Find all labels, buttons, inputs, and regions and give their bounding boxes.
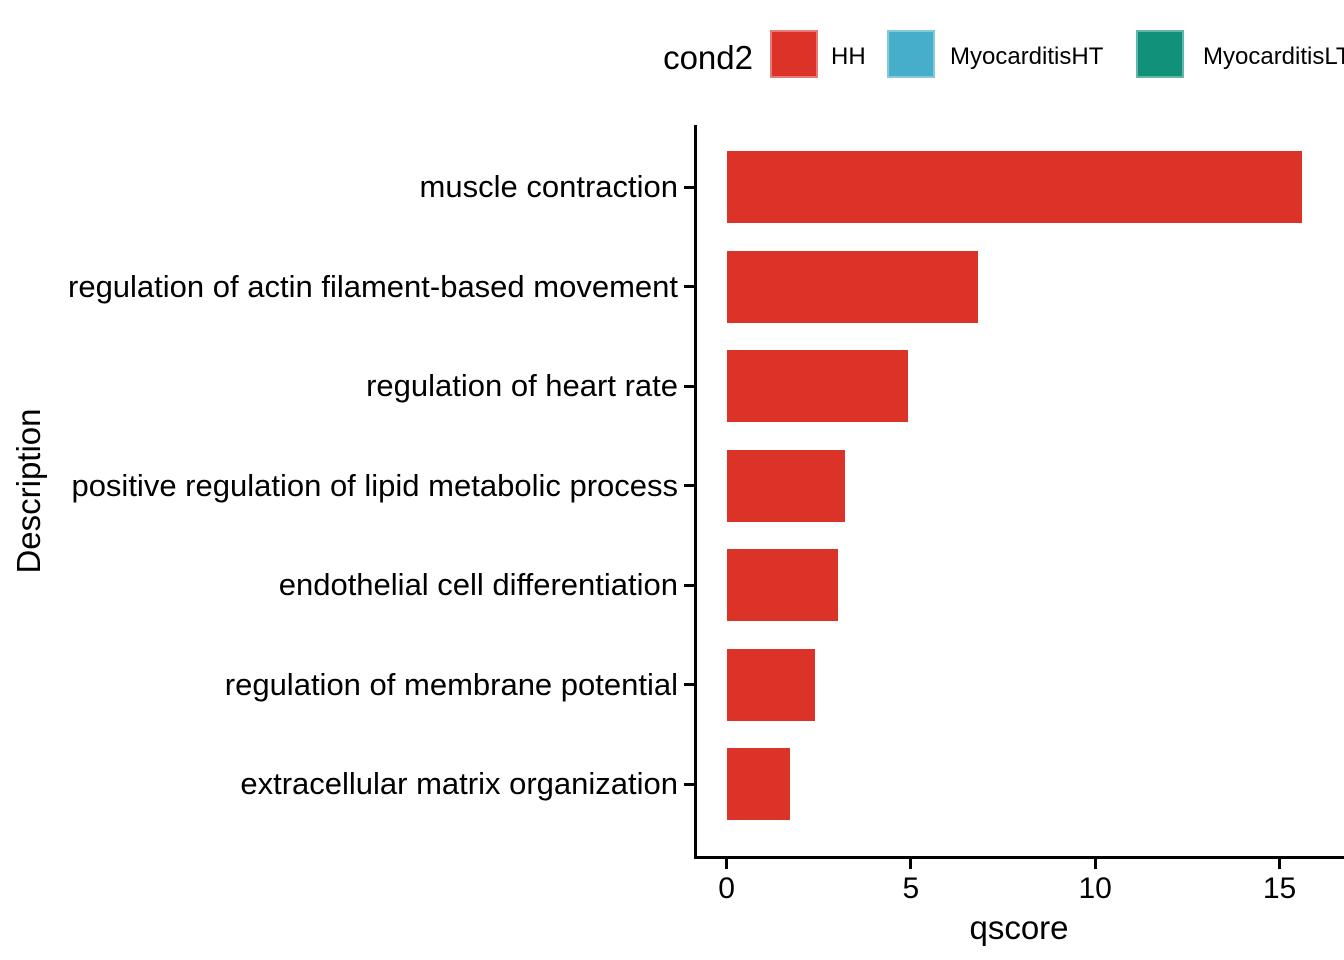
y-tick [684, 484, 694, 487]
x-tick [1278, 859, 1281, 869]
x-tick-label: 5 [902, 872, 920, 905]
y-tick [684, 285, 694, 288]
x-tick-label: 10 [1078, 872, 1112, 905]
bar [727, 250, 978, 323]
y-axis-title: Description [10, 408, 47, 574]
y-tick [684, 782, 694, 786]
y-tick [684, 384, 694, 388]
y-tick [684, 185, 694, 189]
category-label: muscle contraction [419, 169, 678, 204]
legend-title: cond2 [663, 39, 753, 76]
legend-item-label: MyocarditisHT [950, 43, 1104, 70]
y-tick [684, 683, 694, 686]
y-tick [684, 583, 694, 587]
y-axis-line [694, 125, 697, 859]
category-label: regulation of actin filament-based movem… [68, 268, 678, 304]
x-tick [909, 859, 913, 869]
legend-key-swatch [770, 30, 818, 78]
bar [727, 648, 816, 721]
legend-key-swatch [887, 30, 935, 78]
bar [727, 350, 908, 422]
bar [727, 449, 845, 522]
bar [727, 151, 1303, 223]
x-tick [1093, 859, 1097, 869]
x-tick-label: 0 [718, 872, 735, 905]
legend-item-label: MyocarditisLT [1203, 43, 1344, 70]
x-tick [725, 859, 729, 869]
category-label: regulation of membrane potential [224, 666, 678, 702]
x-axis-title: qscore [969, 909, 1069, 946]
bar [727, 549, 838, 621]
legend-item-label: HH [831, 43, 866, 70]
category-label: regulation of heart rate [366, 368, 678, 403]
category-label: positive regulation of lipid metabolic p… [71, 467, 678, 503]
bar [727, 748, 790, 820]
x-tick-label: 15 [1262, 872, 1297, 905]
category-label: extracellular matrix organization [240, 766, 678, 801]
legend-key-swatch [1136, 30, 1184, 78]
category-label: endothelial cell differentiation [278, 567, 678, 602]
x-axis-line [694, 856, 1344, 859]
